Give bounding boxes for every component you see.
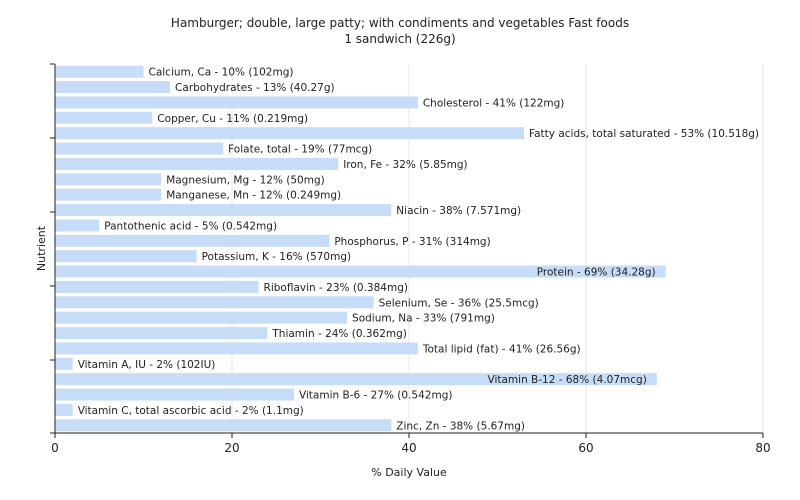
bar [55,327,268,340]
bar [55,111,153,124]
x-tick-label: 0 [51,441,59,455]
bar [55,157,339,170]
bar [55,403,73,416]
bar-label: Sodium, Na - 33% (791mg) [352,313,495,325]
bar-label: Calcium, Ca - 10% (102mg) [149,67,294,79]
bar [55,234,330,247]
bar-label: Phosphorus, P - 31% (314mg) [334,236,490,248]
bar-label: Iron, Fe - 32% (5.85mg) [343,159,467,171]
bar-label: Copper, Cu - 11% (0.219mg) [157,113,308,125]
bar [55,342,418,355]
x-tick-label: 40 [401,441,416,455]
bar-label: Fatty acids, total saturated - 53% (10.5… [529,128,759,140]
bar [55,265,666,278]
bar-label: Vitamin A, IU - 2% (102IU) [78,359,216,371]
bar-label: Zinc, Zn - 38% (5.67mg) [396,420,525,432]
bar [55,204,392,217]
bar-label: Riboflavin - 23% (0.384mg) [264,282,408,294]
bar [55,373,657,386]
x-tick-label: 80 [755,441,770,455]
bar-label: Total lipid (fat) - 41% (26.56g) [422,343,581,355]
bar-label: Magnesium, Mg - 12% (50mg) [166,174,325,186]
bar-label: Carbohydrates - 13% (40.27g) [175,82,335,94]
bar [55,96,418,109]
bar [55,127,525,140]
bar [55,311,348,324]
bar-label: Potassium, K - 16% (570mg) [202,251,352,263]
chart-title: Hamburger; double, large patty; with con… [170,16,630,30]
bar-label: Cholesterol - 41% (122mg) [423,97,565,109]
bar [55,280,259,293]
bar [55,188,162,201]
bar [55,388,294,401]
bar [55,357,73,370]
bar [55,250,197,263]
bar [55,142,224,155]
chart-subtitle: 1 sandwich (226g) [344,32,456,46]
bar-label: Selenium, Se - 36% (25.5mcg) [379,297,539,309]
x-tick-label: 20 [224,441,239,455]
bar-label: Niacin - 38% (7.571mg) [396,205,521,217]
y-axis-title: Nutrient [35,225,48,271]
x-tick-label: 60 [578,441,593,455]
bar [55,65,144,78]
bar [55,81,171,94]
bar [55,296,374,309]
bar [55,173,162,186]
x-axis-title: % Daily Value [371,466,447,479]
bar-label: Manganese, Mn - 12% (0.249mg) [166,190,341,202]
bar-label: Vitamin C, total ascorbic acid - 2% (1.1… [78,405,304,417]
bar-label: Vitamin B-6 - 27% (0.542mg) [299,390,453,402]
bar-label: Protein - 69% (34.28g) [537,267,656,279]
bar [55,219,100,232]
bar-label: Pantothenic acid - 5% (0.542mg) [104,220,277,232]
bar [55,419,392,432]
bar-label: Vitamin B-12 - 68% (4.07mcg) [488,374,647,386]
bar-label: Folate, total - 19% (77mcg) [228,144,372,156]
bar-label: Thiamin - 24% (0.362mg) [271,328,407,340]
